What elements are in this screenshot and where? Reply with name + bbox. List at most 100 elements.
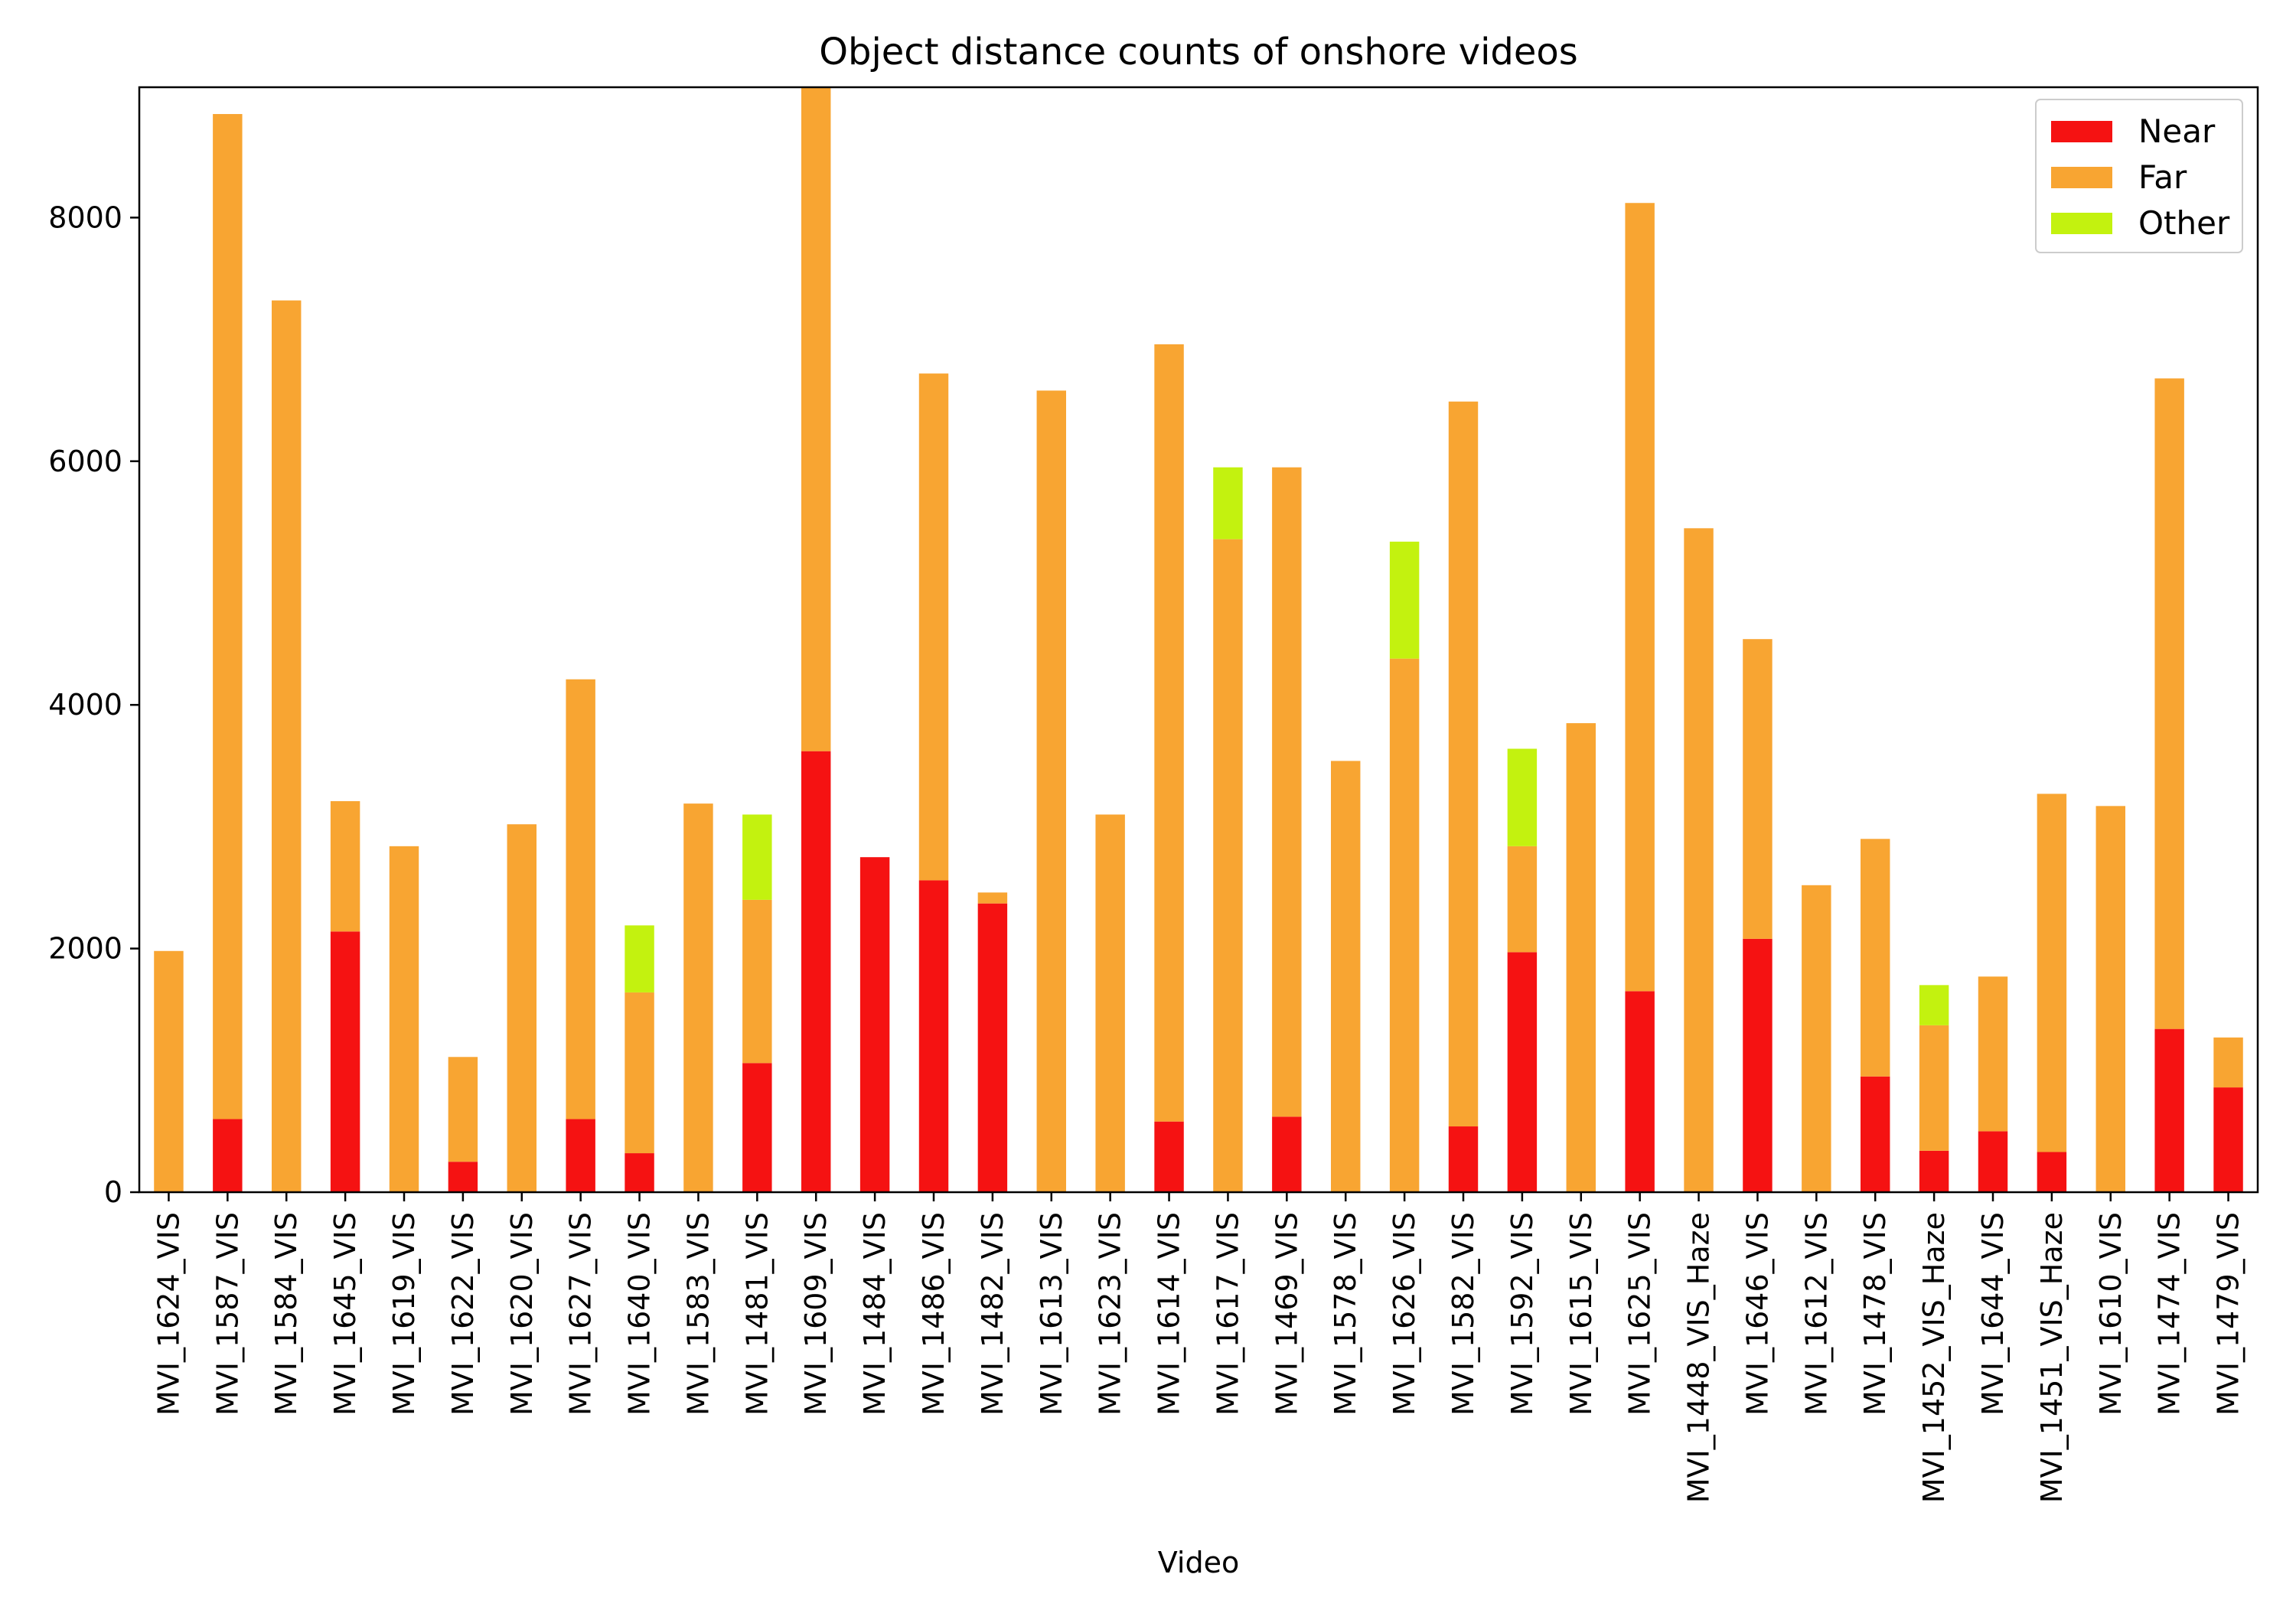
bar-near-22 [1448,1126,1479,1192]
bar-near-30 [1919,1150,1949,1192]
bar-far-31 [1978,976,2008,1132]
x-tick-label: MVI_1584_VIS [269,1212,303,1416]
x-tick-label: MVI_1617_VIS [1211,1212,1244,1416]
bar-near-23 [1507,952,1538,1192]
x-axis-label: Video [1158,1546,1239,1579]
x-tick-label: MVI_1609_VIS [799,1212,833,1416]
bar-far-1 [213,114,243,1120]
bar-far-10 [742,899,772,1064]
x-tick-label: MVI_1612_VIS [1799,1212,1833,1416]
bar-near-13 [918,880,949,1192]
x-tick-label: MVI_1625_VIS [1623,1212,1657,1416]
bars-layer [154,87,2243,1192]
bar-far-34 [2154,378,2184,1029]
x-tick-label: MVI_1620_VIS [505,1212,539,1416]
bar-far-7 [566,679,595,1120]
bar-far-28 [1802,885,1831,1192]
x-tick-label: MVI_1484_VIS [858,1212,892,1416]
x-tick-label: MVI_1486_VIS [917,1212,951,1416]
legend-label-near: Near [2138,112,2216,150]
bar-near-10 [742,1063,772,1192]
bar-other-30 [1919,985,1949,1025]
bar-near-34 [2154,1028,2184,1192]
bar-far-6 [507,824,536,1192]
bar-far-16 [1095,814,1125,1192]
legend-swatch-far [2051,167,2112,188]
bar-other-10 [742,814,772,900]
bar-near-27 [1743,938,1773,1192]
x-tick-label: MVI_1474_VIS [2153,1212,2187,1416]
x-tick-label: MVI_1619_VIS [387,1212,421,1416]
x-tick-label: MVI_1481_VIS [740,1212,774,1416]
bar-far-24 [1566,723,1596,1192]
bar-far-3 [330,800,360,932]
bar-far-14 [977,892,1008,904]
bar-near-8 [625,1153,654,1192]
bar-near-29 [1861,1076,1890,1192]
bar-far-25 [1625,203,1655,992]
x-tick-label: MVI_1452_VIS_Haze [1917,1212,1951,1503]
y-tick-label: 6000 [48,445,122,478]
bar-other-23 [1507,748,1538,846]
legend-label-other: Other [2138,204,2230,242]
x-axis: MVI_1624_VIS MVI_1587_VIS MVI_1584_VIS MVI_… [152,1192,2245,1503]
bar-far-0 [154,950,184,1192]
bar-near-31 [1978,1131,2008,1192]
bar-near-11 [801,751,831,1192]
bar-far-13 [918,373,949,881]
y-tick-label: 0 [104,1175,122,1209]
x-tick-label: MVI_1626_VIS [1388,1212,1421,1416]
bar-other-18 [1213,467,1243,539]
bar-far-11 [801,87,831,751]
bar-near-5 [448,1162,478,1192]
y-axis: 0 2000 4000 6000 8000 [48,200,139,1209]
x-tick-label: MVI_1479_VIS [2212,1212,2245,1416]
bar-near-19 [1272,1116,1302,1192]
bar-far-20 [1331,761,1361,1192]
bar-far-2 [272,300,302,1192]
y-tick-label: 8000 [48,200,122,234]
bar-far-17 [1154,344,1184,1122]
x-tick-label: MVI_1614_VIS [1153,1212,1186,1416]
legend-label-far: Far [2138,158,2187,196]
x-tick-label: MVI_1587_VIS [210,1212,244,1416]
plot-frame [138,86,2259,1194]
x-tick-label: MVI_1582_VIS [1446,1212,1480,1416]
bar-far-5 [448,1057,478,1162]
x-tick-label: MVI_1469_VIS [1270,1212,1303,1416]
chart-title: Object distance counts of onshore videos [819,31,1578,73]
bar-far-15 [1036,390,1066,1192]
bar-other-21 [1389,541,1420,659]
bar-far-33 [2095,806,2125,1192]
x-tick-label: MVI_1613_VIS [1035,1212,1068,1416]
bar-far-29 [1861,839,1890,1077]
bar-far-8 [625,992,654,1154]
x-tick-label: MVI_1627_VIS [564,1212,598,1416]
y-tick-label: 2000 [48,932,122,966]
bar-near-7 [566,1119,595,1192]
x-tick-label: MVI_1646_VIS [1740,1212,1774,1416]
x-tick-label: MVI_1578_VIS [1329,1212,1362,1416]
x-tick-label: MVI_1478_VIS [1858,1212,1892,1416]
x-tick-label: MVI_1451_VIS_Haze [2035,1212,2069,1503]
bar-far-22 [1448,401,1479,1127]
x-tick-label: MVI_1640_VIS [623,1212,657,1416]
legend-swatch-near [2051,121,2112,142]
bar-far-23 [1507,846,1538,953]
bar-far-18 [1213,539,1243,1192]
bar-far-4 [389,846,419,1192]
bar-near-14 [977,903,1008,1192]
bar-far-19 [1272,467,1302,1117]
bar-near-35 [2213,1087,2243,1192]
x-tick-label: MVI_1615_VIS [1564,1212,1598,1416]
x-tick-label: MVI_1624_VIS [152,1212,185,1416]
bar-far-32 [2037,794,2067,1152]
bar-far-26 [1684,528,1714,1192]
bar-near-17 [1154,1121,1184,1192]
legend: Near Far Other [2035,99,2243,253]
y-tick-label: 4000 [48,688,122,722]
bar-far-35 [2213,1037,2243,1088]
